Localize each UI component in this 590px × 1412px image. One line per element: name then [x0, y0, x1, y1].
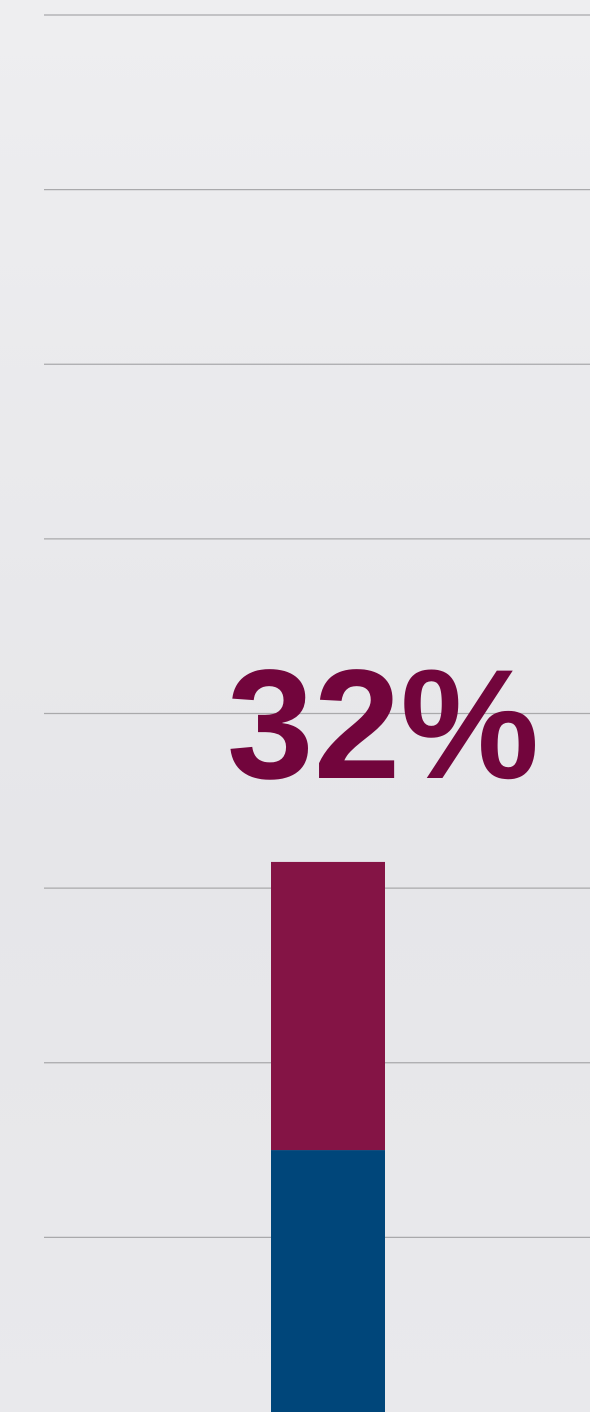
- annotation: 32%: [227, 638, 539, 812]
- bar-segment: [271, 1150, 385, 1412]
- bars: [271, 861, 385, 1412]
- bar-segment: [271, 861, 385, 1151]
